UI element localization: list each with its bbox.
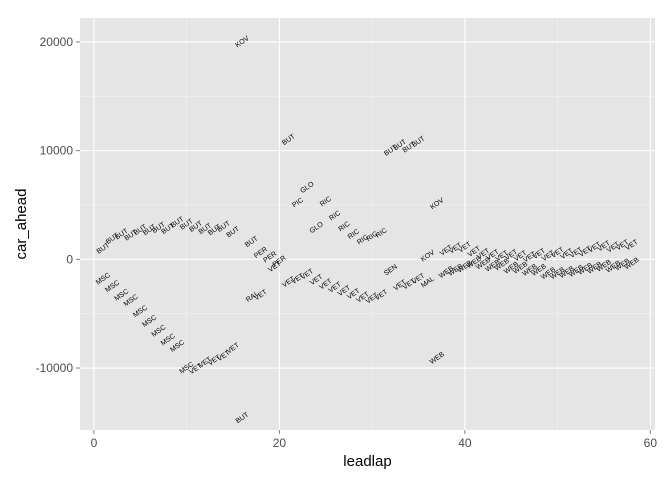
x-tick-label: 60: [644, 436, 658, 450]
x-tick-label: 40: [458, 436, 472, 450]
x-axis-title: leadlap: [343, 453, 391, 470]
y-tick-label: 10000: [40, 144, 74, 158]
panel-background: [80, 18, 655, 430]
x-axis: 0 20 40 60: [91, 430, 658, 450]
y-tick-label: -10000: [36, 361, 74, 375]
y-tick-label: 0: [66, 252, 73, 266]
major-gridlines: [80, 18, 655, 430]
y-axis: -10000 0 10000 20000: [36, 35, 80, 375]
x-tick-label: 20: [273, 436, 287, 450]
y-tick-label: 20000: [40, 35, 74, 49]
y-axis-title: car_ahead: [13, 189, 30, 260]
x-tick-label: 0: [91, 436, 98, 450]
minor-gridlines: [80, 18, 655, 430]
